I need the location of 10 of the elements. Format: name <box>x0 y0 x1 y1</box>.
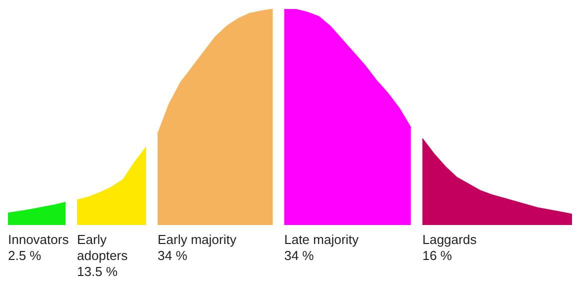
series-label: Early adopters <box>77 232 129 264</box>
text: 16 % <box>422 248 453 264</box>
series-label: Laggards <box>422 232 478 248</box>
text: 2.5 % <box>8 248 42 264</box>
text: 34 % <box>158 248 188 264</box>
text: 13.5 % <box>77 264 119 280</box>
text: 34 % <box>284 248 315 264</box>
series-label: Innovators <box>8 232 70 248</box>
series-label: Late majority <box>284 232 360 248</box>
series-label: Early majority <box>158 232 238 248</box>
